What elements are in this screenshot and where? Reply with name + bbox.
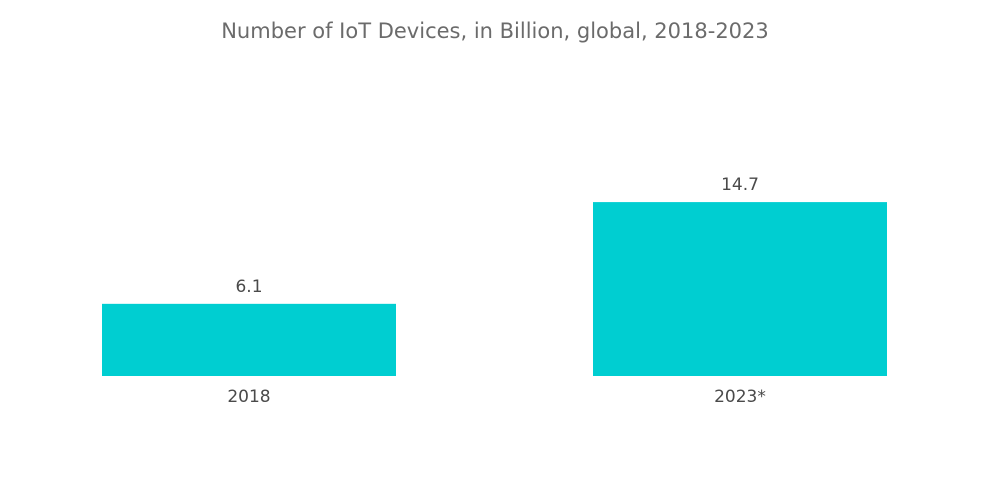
data-labels-group: 6.1 14.7 bbox=[235, 175, 758, 297]
x-tick-label-2023: 2023* bbox=[714, 387, 766, 407]
data-label-2018: 6.1 bbox=[235, 277, 262, 297]
bar-2018 bbox=[102, 303, 396, 376]
bar-2023 bbox=[593, 202, 887, 376]
x-tick-label-2018: 2018 bbox=[227, 387, 270, 407]
x-axis-ticks-group: 2018 2023* bbox=[227, 387, 766, 407]
chart-title: Number of IoT Devices, in Billion, globa… bbox=[221, 19, 769, 43]
data-label-2023: 14.7 bbox=[721, 175, 759, 195]
bars-group bbox=[102, 202, 887, 376]
